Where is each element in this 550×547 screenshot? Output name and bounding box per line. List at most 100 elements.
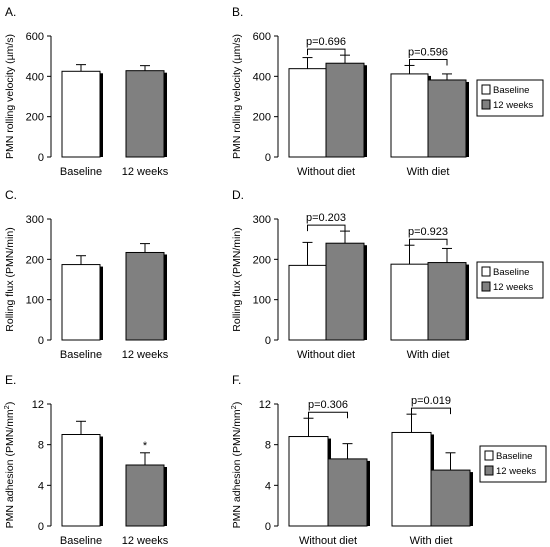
bar	[125, 251, 165, 341]
p-value-label: p=0.306	[308, 399, 348, 411]
bar	[390, 263, 429, 341]
panel-label: B.	[232, 5, 243, 19]
y-tick-label: 0	[38, 335, 44, 347]
y-tick-label: 4	[38, 480, 44, 492]
legend-label: 12 weeks	[496, 466, 536, 477]
x-tick-label: With diet	[407, 166, 450, 178]
bar	[125, 70, 165, 158]
significance-mark: *	[143, 440, 148, 452]
bar-shadow	[100, 436, 103, 526]
y-tick-label: 0	[38, 521, 44, 533]
y-tick-label: 12	[259, 399, 271, 411]
bar	[327, 458, 368, 527]
bar-shadow	[164, 467, 167, 526]
panel-d: D. Rolling flux (PMN/min) 0 100 200 300 Withou…	[231, 188, 544, 361]
y-tick-label: 200	[253, 112, 271, 124]
y-tick-label: 400	[253, 71, 271, 83]
y-axis-label: PMN rolling velocity (µm/s)	[231, 34, 243, 159]
y-axis-label: PMN adhesion (PMN/mm2)	[2, 402, 17, 529]
y-tick-label: 200	[26, 112, 44, 124]
y-tick-label: 300	[26, 214, 44, 226]
superscript: 2	[229, 405, 238, 409]
y-tick-label: 400	[26, 71, 44, 83]
bar	[288, 436, 329, 527]
x-tick-label: Baseline	[60, 349, 102, 361]
x-tick-label: With diet	[410, 535, 453, 547]
panel-label: C.	[5, 188, 17, 202]
p-value-label: p=0.923	[408, 226, 448, 238]
panel-a: A. PMN rolling velocity (µm/s) 0 200 400 600 B…	[4, 5, 169, 178]
bar-shadow	[364, 65, 367, 157]
bar	[61, 434, 101, 527]
x-tick-label: 12 weeks	[122, 349, 169, 361]
legend-swatch	[484, 450, 494, 461]
panel-c: C. Rolling flux (PMN/min) 0 100 200 300 Baseli…	[4, 188, 169, 361]
bar-shadow	[466, 81, 469, 157]
y-tick-label: 200	[26, 254, 44, 266]
legend-label: 12 weeks	[493, 100, 533, 111]
y-axis-label: PMN rolling velocity (µm/s)	[4, 34, 16, 159]
bar	[61, 70, 101, 158]
x-tick-label: 12 weeks	[122, 535, 169, 547]
y-tick-label: 0	[265, 152, 271, 164]
x-tick-label: Baseline	[60, 535, 102, 547]
bar	[427, 262, 467, 341]
bar	[288, 264, 327, 341]
y-tick-label: 100	[26, 295, 44, 307]
x-tick-label: Without diet	[299, 535, 357, 547]
y-tick-label: 600	[26, 31, 44, 43]
significance-bracket	[409, 58, 448, 66]
legend-swatch	[481, 281, 491, 292]
panel-b: B. PMN rolling velocity (µm/s) 0 200 400 600 W…	[231, 5, 544, 178]
panel-f: F. PMN adhesion (PMN/mm2) 0 4 8 12 Without die…	[229, 373, 547, 547]
bar-shadow	[164, 254, 167, 340]
legend-swatch	[481, 99, 491, 110]
legend-label: Baseline	[493, 85, 529, 96]
panel-e: E. PMN adhesion (PMN/mm2) 0 4 8 12 Baseline * 12…	[2, 373, 169, 547]
y-tick-label: 600	[253, 31, 271, 43]
y-tick-label: 0	[38, 152, 44, 164]
panel-label: D.	[232, 188, 244, 202]
bar	[391, 431, 432, 527]
p-value-label: p=0.696	[306, 36, 346, 48]
legend-label: Baseline	[493, 267, 529, 278]
bar-shadow	[364, 245, 367, 340]
panel-label: E.	[5, 373, 16, 387]
bar	[430, 469, 471, 527]
legend-swatch	[484, 465, 494, 476]
bar	[288, 68, 327, 158]
p-value-label: p=0.203	[306, 212, 346, 224]
significance-bracket	[307, 224, 346, 232]
legend-label: Baseline	[496, 451, 532, 462]
legend-label: 12 weeks	[493, 282, 533, 293]
x-tick-label: Without diet	[297, 166, 355, 178]
bar-shadow	[100, 266, 103, 340]
bar-shadow	[100, 73, 103, 157]
y-tick-label: 8	[38, 440, 44, 452]
superscript: 2	[2, 405, 11, 409]
x-tick-label: Baseline	[60, 166, 102, 178]
y-axis-label: Rolling flux (PMN/min)	[231, 227, 243, 331]
y-tick-label: 200	[253, 254, 271, 266]
significance-bracket	[308, 411, 348, 419]
bar-shadow	[367, 460, 370, 526]
legend-swatch	[481, 266, 491, 277]
panel-label: F.	[232, 373, 241, 387]
y-tick-label: 0	[265, 521, 271, 533]
significance-bracket	[307, 48, 346, 56]
bar	[61, 264, 101, 341]
bar	[325, 62, 365, 158]
legend-swatch	[481, 84, 491, 95]
y-tick-label: 12	[32, 399, 44, 411]
y-tick-label: 4	[265, 480, 271, 492]
x-tick-label: With diet	[407, 349, 450, 361]
significance-bracket	[411, 407, 451, 415]
x-tick-label: 12 weeks	[122, 166, 169, 178]
significance-bracket	[409, 238, 448, 246]
bar-shadow	[466, 264, 469, 340]
y-tick-label: 100	[253, 295, 271, 307]
panel-label: A.	[5, 5, 16, 19]
y-axis-label: PMN adhesion (PMN/mm2)	[229, 402, 244, 529]
p-value-label: p=0.019	[411, 395, 451, 407]
